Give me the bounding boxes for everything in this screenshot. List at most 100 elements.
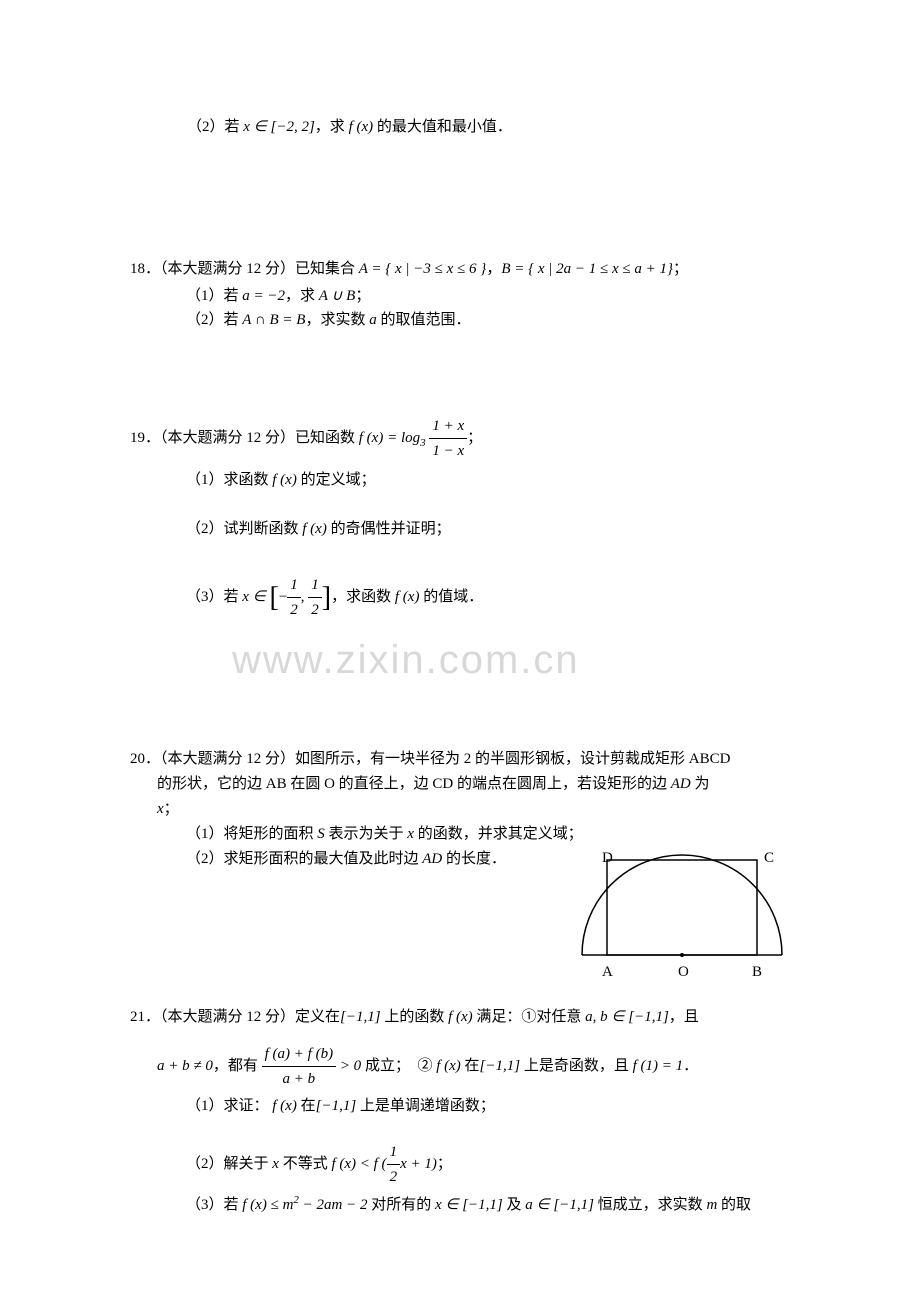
q19-frac-num: 1 + x [429, 414, 467, 439]
q18-p2-math2: a [365, 312, 380, 328]
q19-sub3: 3 [420, 437, 426, 449]
q21-p1-text2: 上是单调递增函数； [356, 1098, 495, 1114]
q17-text: （2）若 [187, 119, 240, 135]
q21-p2-x: x [272, 1156, 282, 1172]
q19-p1-text: 的定义域； [301, 472, 376, 488]
q19-p2: （2）试判断函数 f (x) 的奇偶性并证明； [186, 517, 451, 541]
q20-line2-end: 为 [691, 776, 710, 792]
q20-num: 20．（本大题满分 12 分）如图所示，有一块半径为 2 的半圆形钢板，设计剪裁… [130, 751, 730, 767]
q21-p2: （2）解关于 x 不等式 f (x) < f (12x + 1)； [186, 1140, 452, 1189]
q18-semi: ； [673, 261, 688, 277]
q21-p2-text: 不等式 [283, 1156, 328, 1172]
q19-p1-fx: f (x) [269, 472, 301, 488]
q18-p1-math2: A ∪ B [315, 288, 355, 304]
q21-line2: a + b ≠ 0，都有 f (a) + f (b)a + b > 0 成立； … [157, 1042, 698, 1091]
q21-line2-int: [−1,1] [480, 1058, 521, 1074]
q21-p3: （3）若 f (x) ≤ m2 − 2am − 2 对所有的 x ∈ [−1,1… [186, 1192, 751, 1217]
q21-gt0: > 0 [336, 1058, 361, 1074]
q20-p1: （1）将矩形的面积 S 表示为关于 x 的函数，并求其定义域； [186, 822, 583, 846]
q20-p2-label: （2）求矩形面积的最大值及此时边 [186, 851, 422, 867]
q17-math1: x ∈ [−2, 2] [240, 119, 315, 135]
q19-num: 19．（本大题满分 12 分）已知函数 [130, 430, 359, 446]
q21-int: [−1,1] [340, 1009, 381, 1025]
bracket-l: [ [270, 585, 279, 610]
q19-p2-label: （2）试判断函数 [186, 521, 299, 537]
q21-line2-fx: f (x) [432, 1058, 464, 1074]
q21-line2-text3: 在 [465, 1058, 480, 1074]
q21-p3-fx: f (x) ≤ m [239, 1197, 294, 1213]
q19-p1-label: （1）求函数 [186, 472, 269, 488]
q21-p3-text2: 及 [507, 1197, 522, 1213]
q19-frac-den: 1 − x [429, 439, 467, 463]
q21-p3-m: m [703, 1197, 721, 1213]
q21-p2-label: （2）解关于 [186, 1156, 272, 1172]
q19-fx: f (x) = log [359, 430, 420, 446]
q18-p1-math: a = −2 [239, 288, 286, 304]
fig-B: B [752, 960, 762, 984]
q20-line2: 的形状，它的边 AB 在圆 O 的直径上，边 CD 的端点在圆周上，若设矩形的边… [157, 772, 710, 796]
q20-p2-AD: AD [422, 851, 446, 867]
q20-x: x [157, 801, 164, 817]
q20-p1-x: x [407, 826, 417, 842]
q21-p1-label: （1）求证： [186, 1098, 269, 1114]
q18-p2-label: （2）若 [186, 312, 239, 328]
bracket-r: ] [322, 585, 331, 610]
q21-p3-label: （3）若 [186, 1197, 239, 1213]
q19-p3-frac2d: 2 [308, 598, 322, 622]
q17-math2: f (x) [345, 119, 377, 135]
q21-line2-text2: 成立； ② [361, 1058, 432, 1074]
q19-header: 19．（本大题满分 12 分）已知函数 f (x) = log3 1 + x1 … [130, 414, 482, 463]
q18-A: A = { x | −3 ≤ x ≤ 6 } [359, 261, 487, 277]
q18-p2: （2）若 A ∩ B = B，求实数 a 的取值范围． [186, 308, 470, 332]
q21-p1-int: [−1,1] [316, 1098, 357, 1114]
q21-p3-text3: 恒成立，求实数 [594, 1197, 703, 1213]
q17-text3: 的最大值和最小值． [377, 119, 512, 135]
q17-text2: ，求 [315, 119, 345, 135]
q20-p1-text2: 的函数，并求其定义域； [418, 826, 583, 842]
q20-semi: ； [164, 801, 179, 817]
q21-header: 21．（本大题满分 12 分）定义在[−1,1] 上的函数 f (x) 满足：①… [130, 1005, 699, 1029]
q18-num: 18．（本大题满分 12 分）已知集合 [130, 261, 359, 277]
q19-p1: （1）求函数 f (x) 的定义域； [186, 468, 376, 492]
q21-p3-math: − 2am − 2 [299, 1197, 368, 1213]
q21-frac-num: f (a) + f (b) [262, 1042, 336, 1067]
q21-p3-x: x ∈ [−1,1] [431, 1197, 506, 1213]
q18-p2-text: ，求实数 [305, 312, 365, 328]
q19-p3: （3）若 x ∈ [−12, 12]，求函数 f (x) 的值域． [186, 573, 483, 622]
q19-p3-fx: f (x) [391, 589, 423, 605]
q21-text3: ，且 [669, 1009, 699, 1025]
q19-p3-frac1d: 2 [287, 598, 301, 622]
q21-p3-text: 对所有的 [367, 1197, 431, 1213]
q20-header: 20．（本大题满分 12 分）如图所示，有一块半径为 2 的半圆形钢板，设计剪裁… [130, 747, 730, 771]
q17-part2: （2）若 x ∈ [−2, 2]，求 f (x) 的最大值和最小值． [187, 115, 512, 139]
q21-p2-frac: 12 [387, 1140, 401, 1189]
q20-p2-text: 的长度． [446, 851, 506, 867]
q21-line2-text: ，都有 [213, 1058, 258, 1074]
q18-header: 18．（本大题满分 12 分）已知集合 A = { x | −3 ≤ x ≤ 6… [130, 257, 688, 281]
q19-p2-text: 的奇偶性并证明； [331, 521, 451, 537]
q19-p3-frac2: 12 [308, 573, 322, 622]
q19-semi: ； [467, 430, 482, 446]
q18-p1-text: ，求 [285, 288, 315, 304]
q19-p2-fx: f (x) [299, 521, 331, 537]
q20-S: S [317, 826, 325, 842]
q20-line2-text: 的形状，它的边 AB 在圆 O 的直径上，边 CD 的端点在圆周上，若设矩形的边 [157, 776, 671, 792]
q21-p2-end: x + 1) [400, 1156, 437, 1172]
q20-line3: x； [157, 797, 179, 821]
q21-text2: 满足：①对任意 [476, 1009, 581, 1025]
fig-D: D [602, 846, 613, 870]
fig-O: O [678, 960, 689, 984]
q21-num: 21．（本大题满分 12 分）定义在 [130, 1009, 340, 1025]
q21-line2-text4: 上是奇函数，且 [520, 1058, 629, 1074]
q20-p1-label: （1）将矩形的面积 [186, 826, 317, 842]
q18-p1-label: （1）若 [186, 288, 239, 304]
q21-fx: f (x) [444, 1009, 476, 1025]
q21-p3-a: a ∈ [−1,1] [522, 1197, 594, 1213]
q21-p3-text4: 的取 [721, 1197, 751, 1213]
q18-comma: ， [486, 261, 501, 277]
q21-frac: f (a) + f (b)a + b [262, 1042, 336, 1091]
q19-frac: 1 + x1 − x [429, 414, 467, 463]
fig-C: C [764, 846, 774, 870]
q21-p1-text: 在 [301, 1098, 316, 1114]
q19-p3-frac1: 12 [287, 573, 301, 622]
